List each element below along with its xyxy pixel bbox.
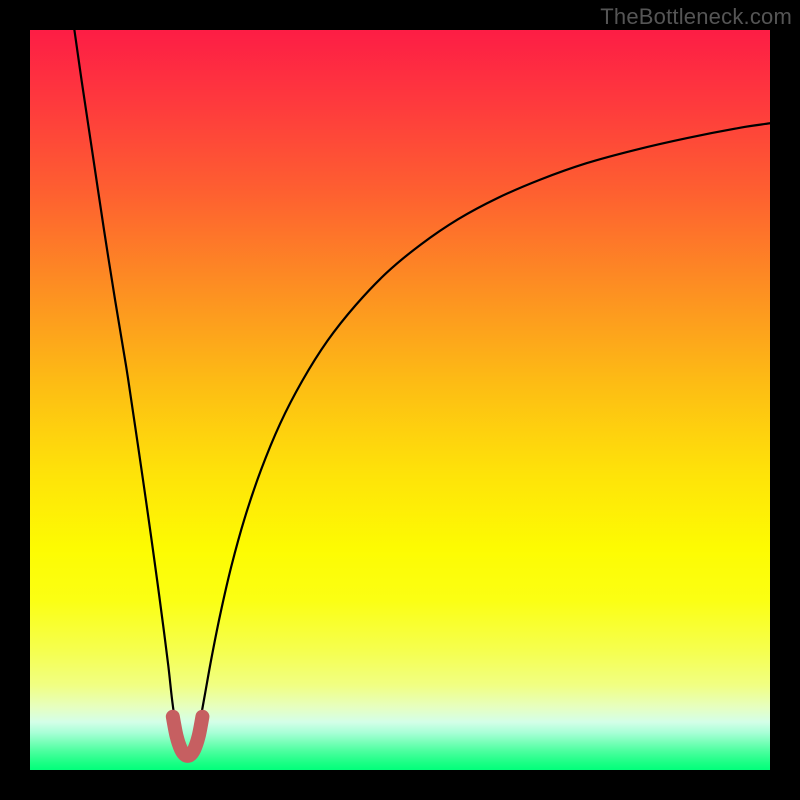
chart-frame: TheBottleneck.com [0, 0, 800, 800]
plot-svg [30, 30, 770, 770]
gradient-background [30, 30, 770, 770]
attribution-text: TheBottleneck.com [600, 4, 792, 30]
plot-area [30, 30, 770, 770]
